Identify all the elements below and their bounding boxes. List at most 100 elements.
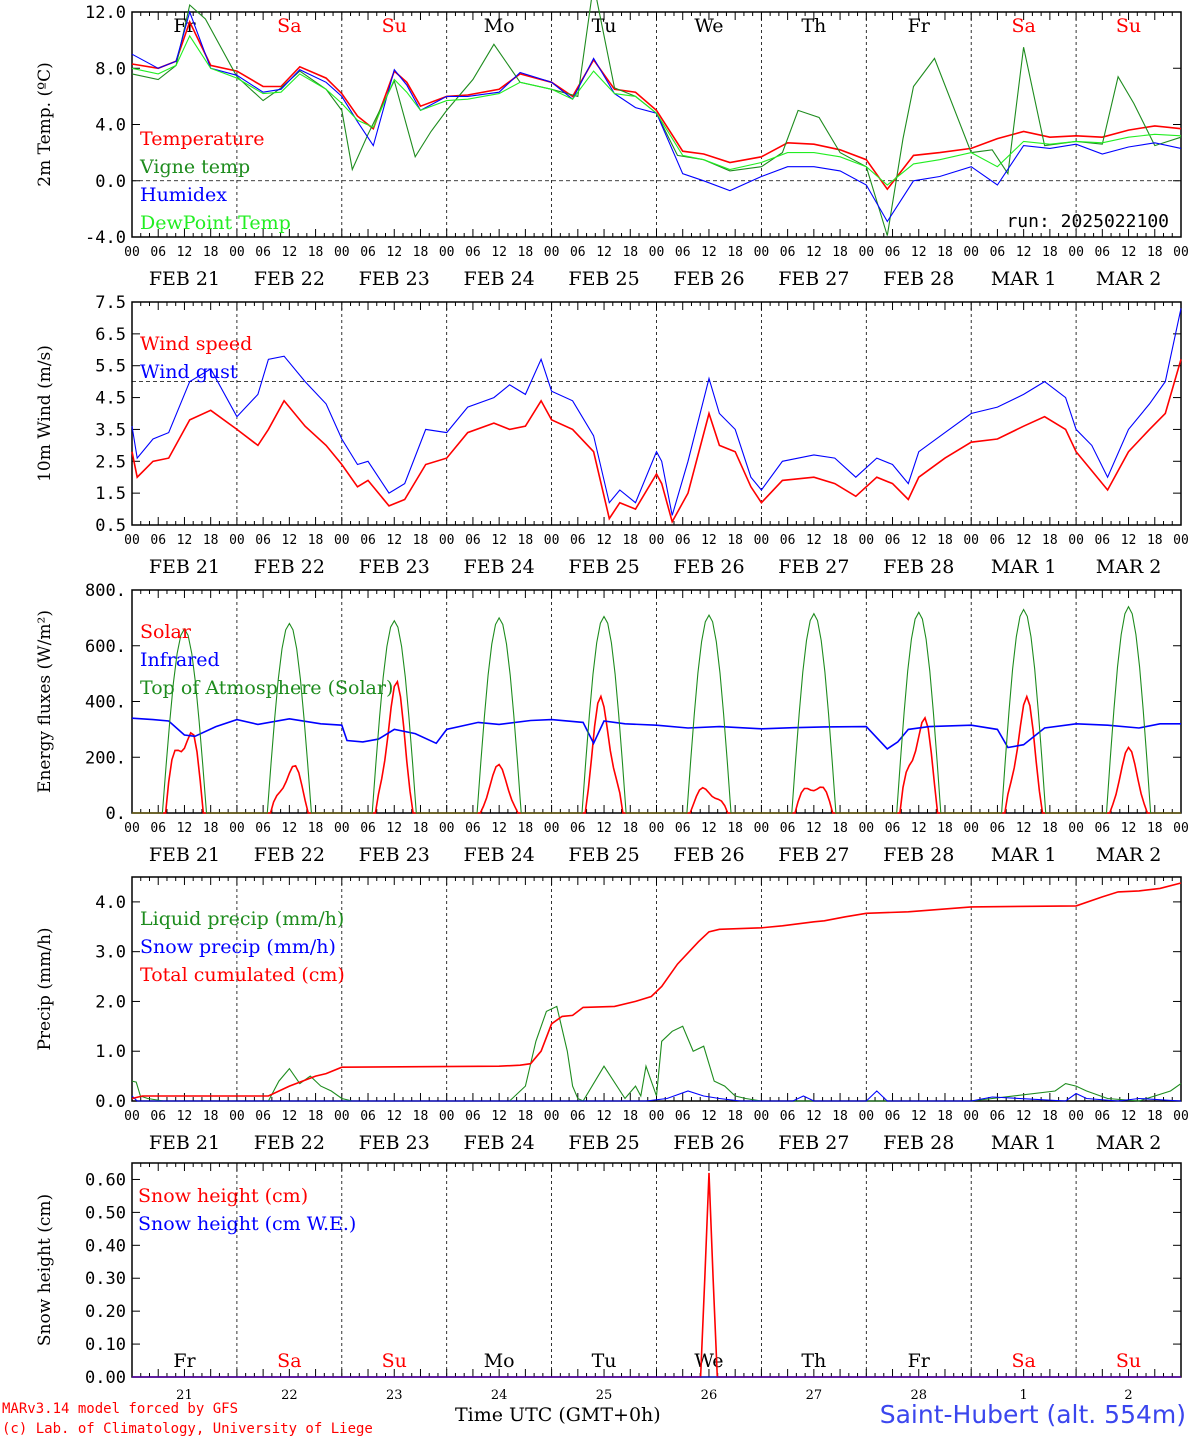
day-name: Tu xyxy=(592,15,617,37)
hour-label: 06 xyxy=(780,245,796,260)
hour-label: 18 xyxy=(518,1109,534,1124)
hour-label: 12 xyxy=(282,245,298,260)
date-label: FEB 28 xyxy=(883,556,954,578)
series-line-temperature xyxy=(131,19,1182,191)
date-label: FEB 26 xyxy=(673,1132,744,1154)
hour-label: 06 xyxy=(675,1109,691,1124)
hour-label: 18 xyxy=(1147,245,1163,260)
hour-label: 18 xyxy=(1147,1109,1163,1124)
y-axis-title: 10m Wind (m/s) xyxy=(35,345,55,482)
hour-label: 06 xyxy=(150,245,166,260)
hour-label: 06 xyxy=(675,533,691,548)
hour-label: 12 xyxy=(911,821,927,836)
footer-credits: MARv3.14 model forced by GFS (c) Lab. of… xyxy=(2,1399,373,1439)
hour-label: 06 xyxy=(150,821,166,836)
hour-label: 18 xyxy=(832,245,848,260)
hour-label: 18 xyxy=(413,245,429,260)
hour-label: 18 xyxy=(413,1109,429,1124)
date-label: FEB 21 xyxy=(149,844,220,866)
hour-label: 12 xyxy=(1016,533,1032,548)
hour-label: 06 xyxy=(885,1109,901,1124)
day-name: Mo xyxy=(484,15,515,37)
legend-entry: Vigne temp xyxy=(139,156,250,178)
hour-label: 12 xyxy=(596,245,612,260)
hour-label: 18 xyxy=(308,533,324,548)
hour-label: 06 xyxy=(255,245,271,260)
hour-label: 18 xyxy=(937,533,953,548)
date-label: FEB 28 xyxy=(883,1132,954,1154)
hour-label: 12 xyxy=(911,533,927,548)
hour-label: 00 xyxy=(124,1109,140,1124)
hour-label: 18 xyxy=(937,821,953,836)
legend-entry: Solar xyxy=(140,621,192,643)
hour-label: 12 xyxy=(491,245,507,260)
legend-entry: Infrared xyxy=(140,649,220,671)
hour-label: 06 xyxy=(465,821,481,836)
hour-label: 12 xyxy=(491,821,507,836)
hour-label: 12 xyxy=(806,821,822,836)
hour-label: 12 xyxy=(701,1109,717,1124)
hour-label: 18 xyxy=(203,1109,219,1124)
hour-label: 18 xyxy=(622,1109,638,1124)
date-label: FEB 28 xyxy=(883,268,954,290)
day-name: Th xyxy=(801,15,826,37)
hour-label: 06 xyxy=(1094,533,1110,548)
legend-entry: Snow precip (mm/h) xyxy=(140,936,336,958)
day-name: Fr xyxy=(908,15,931,37)
hour-label: 18 xyxy=(727,245,743,260)
hour-label: 12 xyxy=(1016,1109,1032,1124)
date-label: FEB 25 xyxy=(568,844,639,866)
day-name: Su xyxy=(1116,1350,1141,1372)
day-number: 24 xyxy=(491,1388,508,1403)
hour-label: 06 xyxy=(990,245,1006,260)
hour-label: 12 xyxy=(177,245,193,260)
y-tick-label: 200. xyxy=(85,748,126,768)
hour-label: 18 xyxy=(1042,1109,1058,1124)
hour-label: 12 xyxy=(596,533,612,548)
y-tick-label: 800. xyxy=(85,581,126,601)
hour-label: 00 xyxy=(544,1109,560,1124)
y-tick-label: 0.60 xyxy=(85,1170,126,1190)
day-name: Th xyxy=(801,1350,826,1372)
y-tick-label: 8.0 xyxy=(95,59,126,79)
hour-label: 12 xyxy=(1121,533,1137,548)
y-axis-title: Energy fluxes (W/m²) xyxy=(35,610,55,793)
series-line-humidex xyxy=(131,10,1182,223)
hour-label: 18 xyxy=(203,533,219,548)
hour-label: 18 xyxy=(413,821,429,836)
day-number: 26 xyxy=(701,1388,718,1403)
date-label: FEB 25 xyxy=(568,1132,639,1154)
hour-label: 12 xyxy=(596,821,612,836)
hour-label: 00 xyxy=(754,245,770,260)
hour-label: 12 xyxy=(911,1109,927,1124)
hour-label: 18 xyxy=(203,245,219,260)
hour-label: 12 xyxy=(386,821,402,836)
legend-entry: DewPoint Temp xyxy=(140,212,291,234)
hour-label: 06 xyxy=(150,533,166,548)
day-number: 25 xyxy=(596,1388,613,1403)
hour-label: 18 xyxy=(832,821,848,836)
hour-label: 00 xyxy=(754,821,770,836)
hour-label: 00 xyxy=(1068,245,1084,260)
hour-label: 06 xyxy=(885,245,901,260)
hour-label: 18 xyxy=(832,1109,848,1124)
hour-label: 00 xyxy=(649,533,665,548)
date-label: MAR 2 xyxy=(1096,844,1162,866)
hour-label: 00 xyxy=(858,245,874,260)
hour-label: 00 xyxy=(229,821,245,836)
hour-label: 00 xyxy=(1173,533,1189,548)
hour-label: 00 xyxy=(544,821,560,836)
y-tick-label: 0.00 xyxy=(85,1368,126,1388)
hour-label: 06 xyxy=(465,533,481,548)
day-name: Su xyxy=(382,15,407,37)
hour-label: 00 xyxy=(439,533,455,548)
hour-label: 12 xyxy=(911,245,927,260)
date-label: FEB 24 xyxy=(464,844,535,866)
model-line: MARv3.14 model forced by GFS xyxy=(2,1401,239,1417)
hour-label: 00 xyxy=(754,1109,770,1124)
y-tick-label: 3.5 xyxy=(95,420,126,440)
hour-label: 00 xyxy=(334,533,350,548)
hour-label: 12 xyxy=(701,821,717,836)
hour-label: 00 xyxy=(439,245,455,260)
hour-label: 06 xyxy=(990,533,1006,548)
